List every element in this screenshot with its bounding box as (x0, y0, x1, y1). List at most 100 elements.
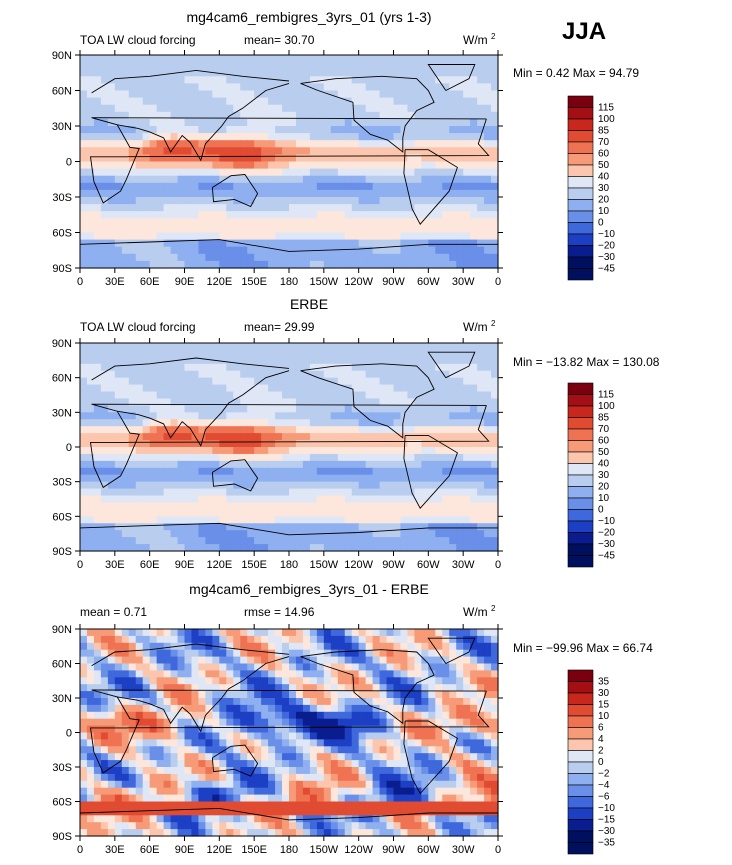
heatmap-cell (80, 474, 88, 483)
heatmap-cell (198, 246, 206, 255)
heatmap-cell (456, 133, 464, 141)
heatmap-cell (344, 168, 353, 177)
heatmap-cell (142, 481, 151, 490)
heatmap-cell (184, 232, 193, 241)
heatmap-cell (477, 55, 485, 63)
heatmap-cell (386, 384, 395, 393)
heatmap-cell (233, 161, 241, 170)
heatmap-cell (191, 343, 200, 351)
heatmap-cell (477, 76, 485, 84)
heatmap-cell (365, 370, 374, 379)
heatmap-cell (386, 83, 395, 92)
heatmap-cell (282, 725, 290, 734)
heatmap-cell (295, 467, 304, 476)
heatmap-cell (456, 753, 464, 761)
heatmap-cell (198, 363, 206, 372)
heatmap-cell (240, 704, 248, 713)
heatmap-cell (219, 398, 227, 406)
heatmap-cell (302, 656, 311, 665)
heatmap-cell (442, 419, 450, 427)
heatmap-cell (491, 509, 499, 517)
heatmap-cell (435, 147, 443, 155)
heatmap-cell (295, 239, 304, 248)
heatmap-cell (302, 175, 311, 184)
heatmap-cell (463, 83, 471, 92)
heatmap-cell (435, 453, 443, 462)
heatmap-cell (442, 239, 450, 248)
heatmap-cell (477, 260, 485, 269)
heatmap-cell (142, 111, 151, 120)
heatmap-cell (393, 154, 402, 163)
heatmap-cell (484, 663, 492, 671)
heatmap-cell (470, 488, 478, 497)
heatmap-cell (393, 377, 402, 386)
heatmap-cell (379, 698, 388, 706)
heatmap-cell (344, 453, 353, 462)
heatmap-cell (435, 211, 443, 219)
heatmap-cell (442, 474, 450, 483)
heatmap-cell (212, 189, 220, 198)
coastline-path (211, 459, 259, 492)
heatmap-cell (400, 629, 409, 637)
heatmap-cell (414, 253, 422, 262)
heatmap-cell (386, 133, 395, 141)
heatmap-cell (491, 467, 499, 476)
heatmap-cell (240, 412, 248, 420)
heatmap-cell (316, 691, 325, 699)
heatmap-cell (93, 211, 102, 219)
heatmap-cell (198, 544, 206, 552)
heatmap-cell (477, 405, 485, 413)
heatmap-cell (247, 509, 255, 517)
heatmap-cell (414, 453, 422, 462)
heatmap-cell (407, 704, 415, 713)
heatmap-cell (407, 732, 415, 740)
heatmap-cell (282, 204, 290, 212)
heatmap-cell (93, 168, 102, 177)
heatmap-cell (463, 356, 471, 365)
heatmap-cell (93, 725, 102, 734)
heatmap-cell (254, 97, 262, 106)
heatmap-cell (344, 711, 353, 720)
heatmap-cell (156, 691, 165, 699)
heatmap-cell (344, 118, 353, 127)
heatmap-cell (100, 516, 109, 524)
heatmap-cell (400, 246, 409, 255)
heatmap-cell (212, 363, 220, 372)
heatmap-cell (379, 218, 388, 226)
heatmap-cell (351, 509, 360, 517)
heatmap-cell (491, 642, 499, 651)
heatmap-cell (407, 161, 415, 170)
heatmap-cell (156, 189, 165, 198)
heatmap-cell (351, 460, 360, 469)
heatmap-cell (86, 189, 95, 198)
heatmap-cell (149, 440, 158, 448)
heatmap-cell (254, 739, 262, 747)
heatmap-cell (114, 711, 123, 720)
heatmap-cell (372, 83, 381, 92)
heatmap-cell (330, 629, 339, 637)
heatmap-cell (212, 732, 220, 740)
heatmap-cell (365, 225, 374, 234)
heatmap-cell (163, 739, 172, 747)
heatmap-cell (379, 111, 388, 120)
heatmap-cell (365, 753, 374, 761)
heatmap-cell (282, 635, 290, 644)
heatmap-cell (198, 711, 206, 720)
heatmap-cell (302, 642, 311, 651)
heatmap-cell (323, 218, 332, 226)
heatmap-cell (477, 175, 485, 184)
heatmap-cell (163, 161, 172, 170)
heatmap-cell (323, 698, 332, 706)
heatmap-cell (302, 232, 311, 241)
heatmap-cell (491, 516, 499, 524)
heatmap-cell (351, 474, 360, 483)
heatmap-cell (393, 349, 402, 358)
heatmap-cell (428, 391, 436, 400)
heatmap-cell (275, 537, 283, 545)
heatmap-cell (316, 488, 325, 497)
heatmap-cell (302, 516, 311, 524)
heatmap-cell (226, 253, 234, 262)
heatmap-cell (344, 363, 353, 372)
heatmap-cell (407, 440, 415, 448)
heatmap-cell (442, 412, 450, 420)
